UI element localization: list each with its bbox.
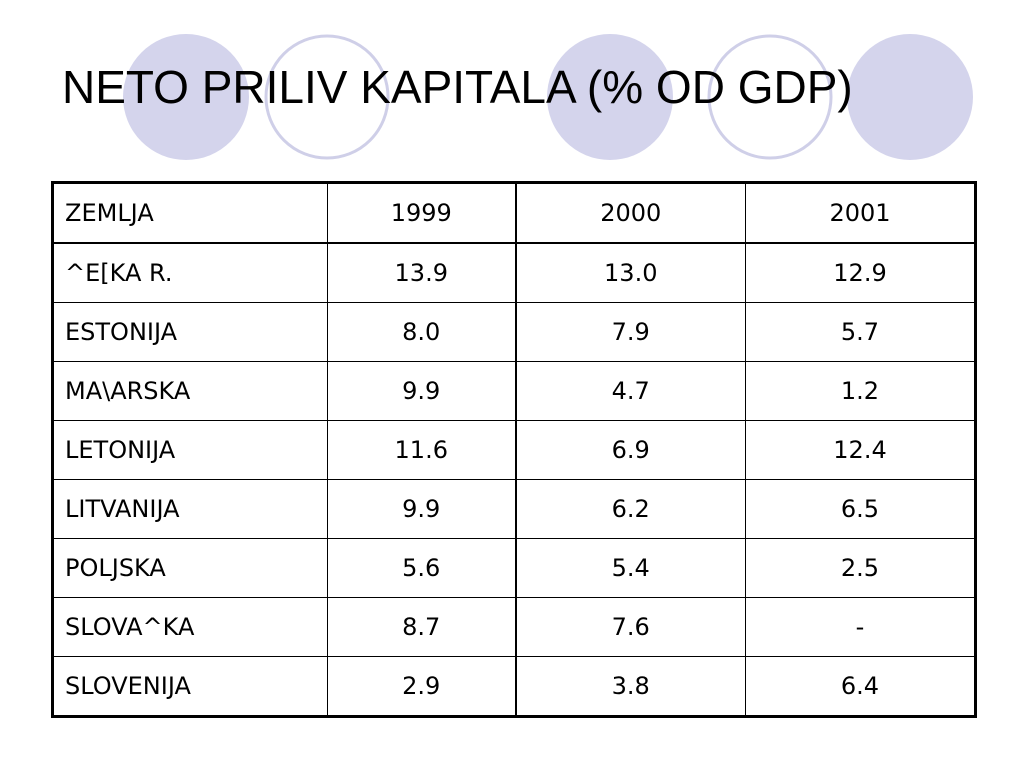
value-cell: 8.0 — [327, 302, 517, 362]
country-cell: SLOVA^KA — [51, 597, 328, 657]
value-cell: 7.6 — [515, 597, 746, 657]
value-cell: 8.7 — [327, 597, 517, 657]
value-cell: 6.9 — [515, 420, 746, 480]
slide-title: NETO PRILIV KAPITALA (% OD GDP) — [62, 61, 853, 113]
country-cell: MA\ARSKA — [51, 361, 328, 421]
country-cell: SLOVENIJA — [51, 656, 328, 718]
country-cell: LITVANIJA — [51, 479, 328, 539]
header-country: ZEMLJA — [51, 181, 328, 244]
country-cell: LETONIJA — [51, 420, 328, 480]
value-cell: 9.9 — [327, 361, 517, 421]
outline-circle-1 — [264, 34, 390, 160]
value-cell: 6.5 — [745, 479, 977, 539]
value-cell: 5.4 — [515, 538, 746, 598]
value-cell: 1.2 — [745, 361, 977, 421]
table-header-row: ZEMLJA 1999 2000 2001 — [51, 181, 977, 244]
table-row: SLOVENIJA 2.9 3.8 6.4 — [51, 656, 977, 718]
value-cell: 12.9 — [745, 242, 977, 303]
table-row: ESTONIJA 8.0 7.9 5.7 — [51, 302, 977, 362]
table-row: POLJSKA 5.6 5.4 2.5 — [51, 538, 977, 598]
header-year: 1999 — [327, 181, 517, 244]
table-row: ^E[KA R. 13.9 13.0 12.9 — [51, 242, 977, 303]
table-row: LITVANIJA 9.9 6.2 6.5 — [51, 479, 977, 539]
country-cell: ^E[KA R. — [51, 242, 328, 303]
value-cell: 7.9 — [515, 302, 746, 362]
value-cell: 13.9 — [327, 242, 517, 303]
value-cell: 5.6 — [327, 538, 517, 598]
filled-circle-2 — [547, 34, 673, 160]
value-cell: 6.2 — [515, 479, 746, 539]
value-cell: 9.9 — [327, 479, 517, 539]
table-row: MA\ARSKA 9.9 4.7 1.2 — [51, 361, 977, 421]
country-cell: ESTONIJA — [51, 302, 328, 362]
decorative-circles — [123, 34, 973, 160]
value-cell: 5.7 — [745, 302, 977, 362]
country-cell: POLJSKA — [51, 538, 328, 598]
value-cell: 4.7 — [515, 361, 746, 421]
header-year: 2001 — [745, 181, 977, 244]
filled-circle-1 — [123, 34, 249, 160]
value-cell: 12.4 — [745, 420, 977, 480]
value-cell: 11.6 — [327, 420, 517, 480]
value-cell: 13.0 — [515, 242, 746, 303]
capital-inflow-table: ZEMLJA 1999 2000 2001 ^E[KA R. 13.9 13.0 12.9 ES… — [51, 181, 977, 718]
outline-circle-2 — [707, 34, 833, 160]
value-cell: 2.5 — [745, 538, 977, 598]
value-cell: 3.8 — [515, 656, 746, 718]
value-cell: - — [745, 597, 977, 657]
table-row: LETONIJA 11.6 6.9 12.4 — [51, 420, 977, 480]
value-cell: 2.9 — [327, 656, 517, 718]
header-year: 2000 — [515, 181, 746, 244]
table-row: SLOVA^KA 8.7 7.6- — [51, 597, 977, 657]
filled-circle-3 — [847, 34, 973, 160]
value-cell: 6.4 — [745, 656, 977, 718]
